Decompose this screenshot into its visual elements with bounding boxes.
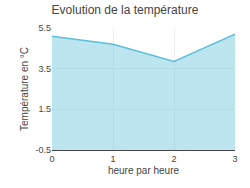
svg-text:2: 2 (171, 154, 176, 164)
svg-text:3.5: 3.5 (38, 64, 51, 74)
svg-text:1.5: 1.5 (38, 104, 51, 114)
svg-text:5.5: 5.5 (38, 23, 51, 33)
svg-text:heure par heure: heure par heure (108, 165, 180, 176)
svg-text:-0.5: -0.5 (35, 145, 51, 155)
svg-text:3: 3 (232, 154, 237, 164)
svg-text:Evolution de la température: Evolution de la température (52, 3, 199, 17)
svg-text:1: 1 (110, 154, 115, 164)
svg-text:Température en °C: Température en °C (19, 47, 30, 131)
svg-text:0: 0 (49, 154, 54, 164)
